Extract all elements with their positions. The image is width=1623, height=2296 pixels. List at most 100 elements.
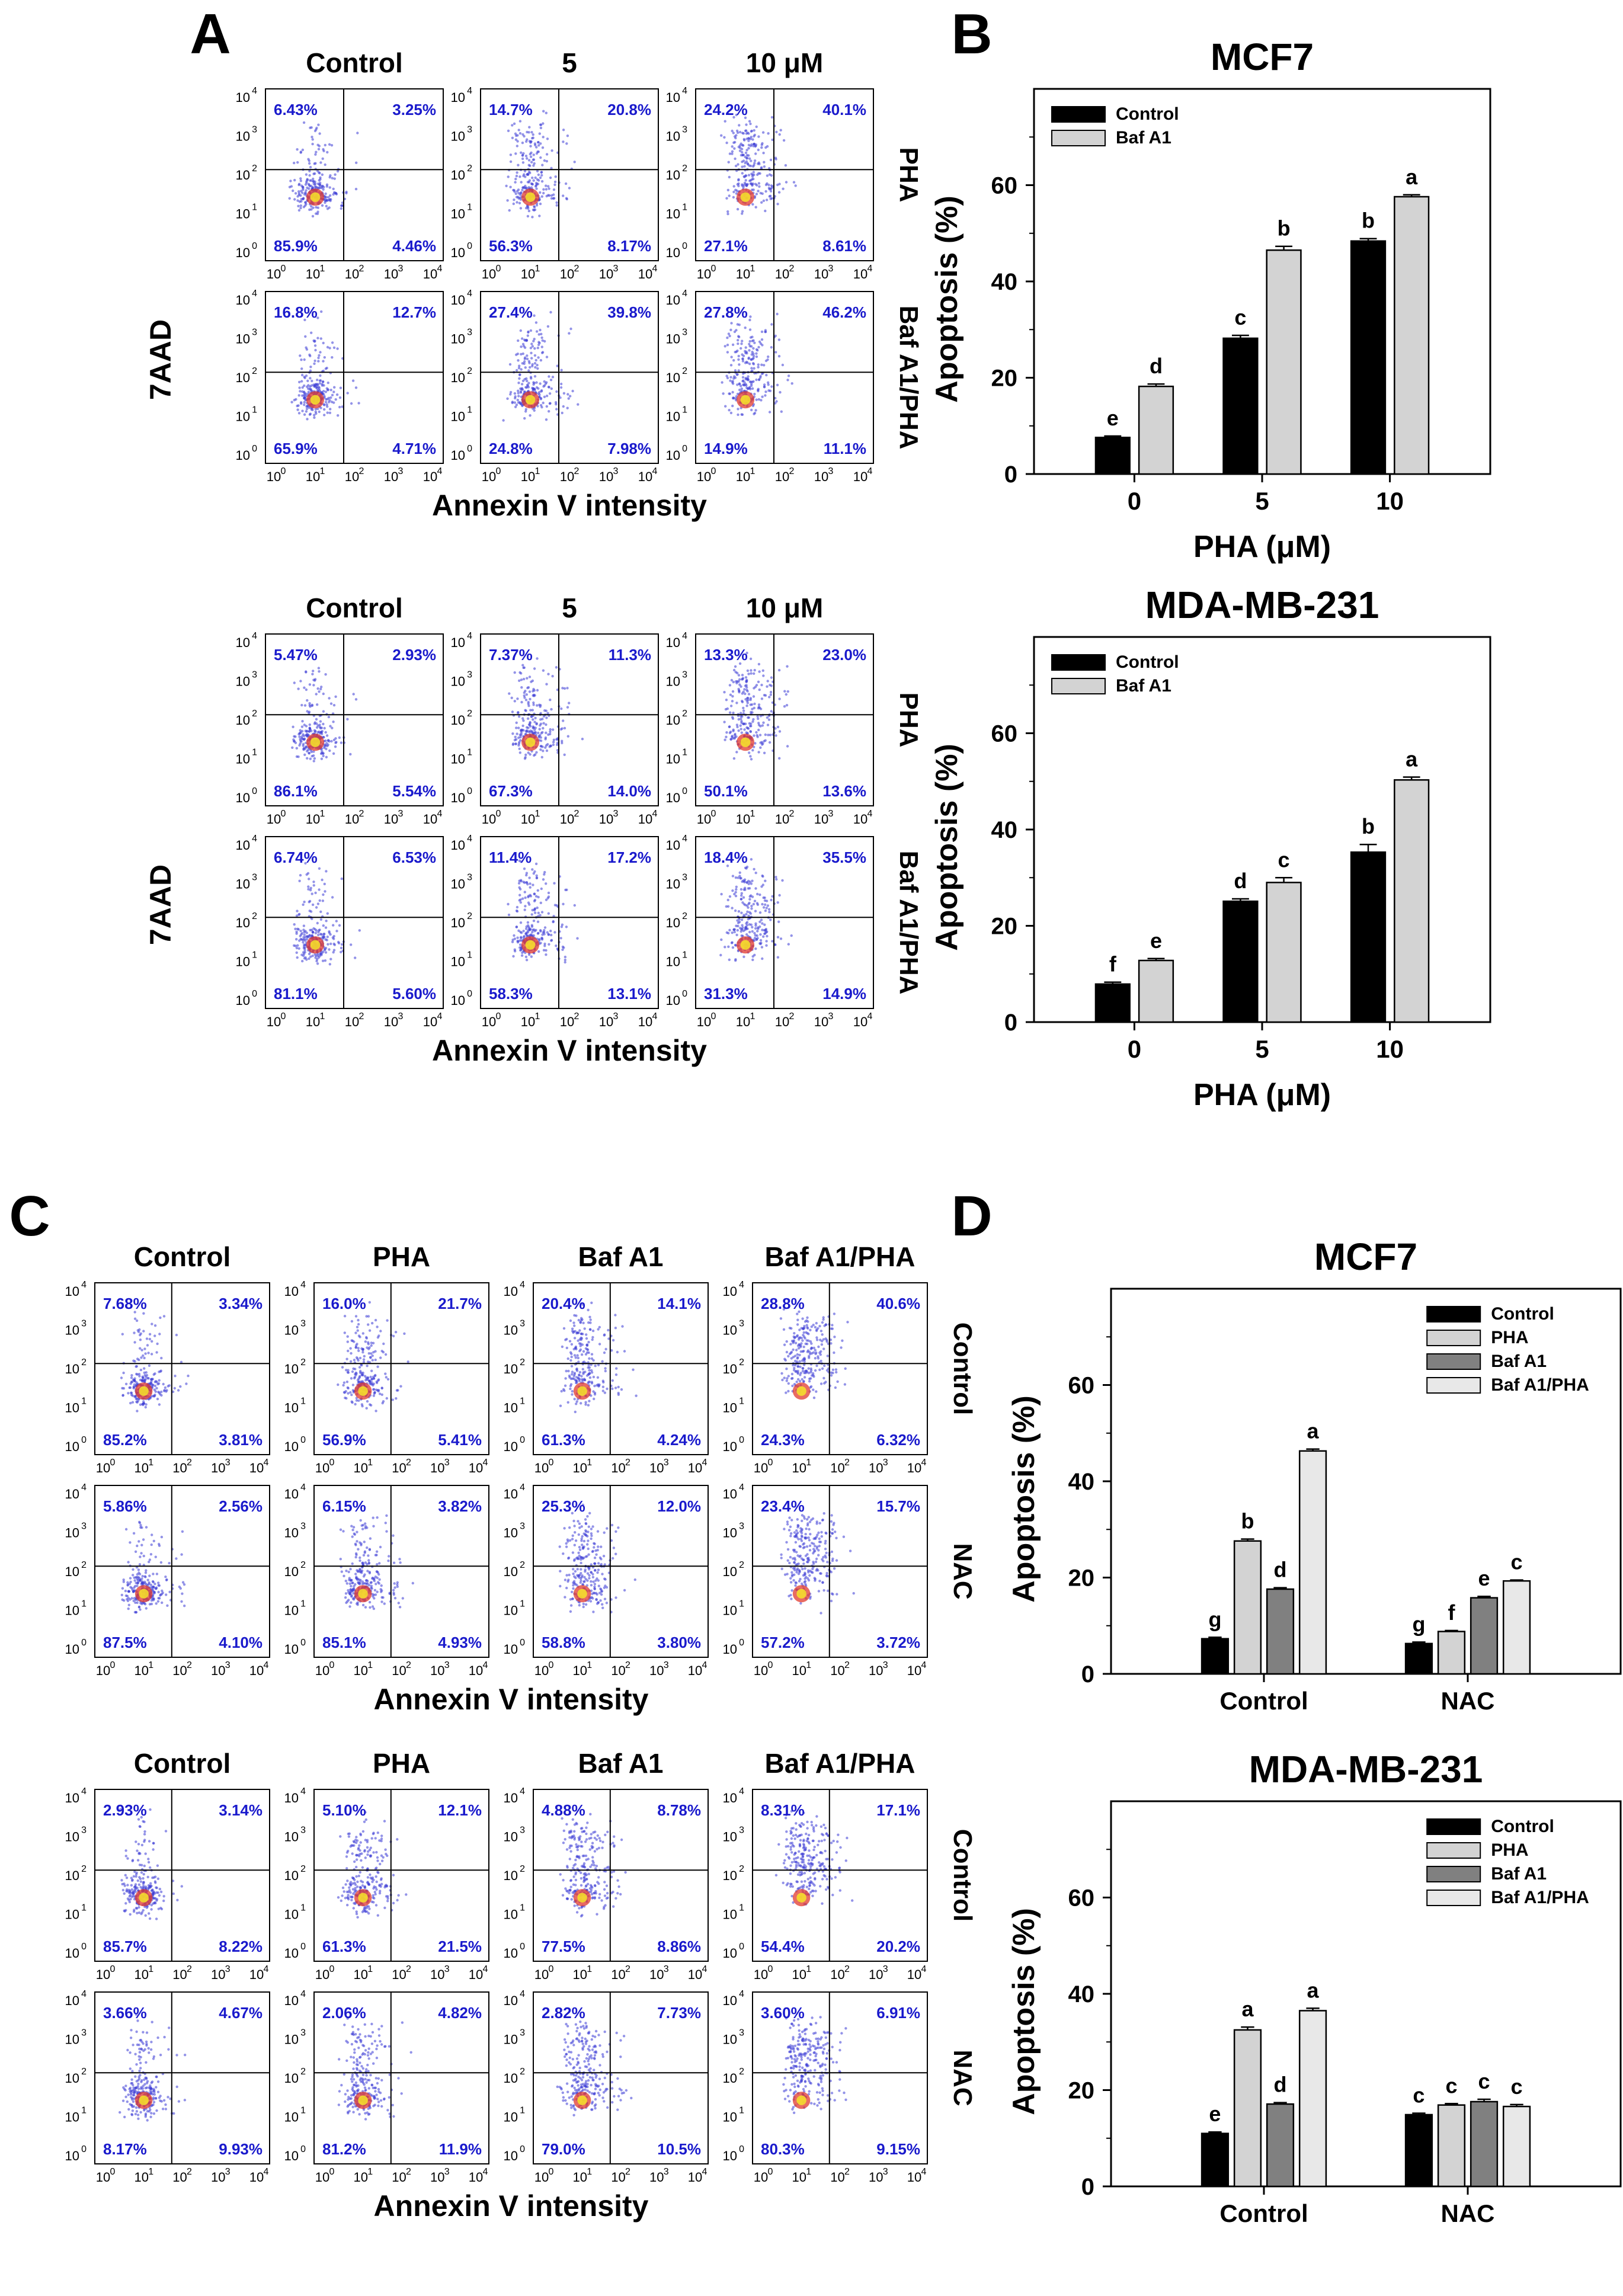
scatter-dot bbox=[737, 921, 740, 924]
scatter-dot bbox=[356, 1329, 359, 1332]
scatter-dot bbox=[750, 669, 753, 672]
panel-label-c: C bbox=[9, 1184, 50, 1248]
scatter-dot bbox=[527, 181, 531, 184]
scatter-dot bbox=[296, 148, 299, 151]
scatter-dot bbox=[308, 174, 311, 177]
y-tick-label: 10 bbox=[284, 1323, 299, 1338]
scatter-dot bbox=[782, 1308, 786, 1311]
scatter-dot bbox=[514, 181, 517, 184]
scatter-dot bbox=[748, 349, 751, 352]
scatter-dot bbox=[322, 360, 325, 363]
y-tick-label: 10 bbox=[504, 1439, 518, 1454]
x-tick-exponent: 1 bbox=[750, 264, 756, 274]
y-tick-exponent: 3 bbox=[252, 125, 257, 135]
scatter-dot bbox=[318, 723, 321, 726]
scatter-dot bbox=[731, 690, 735, 693]
scatter-dot bbox=[528, 690, 532, 693]
scatter-dot bbox=[136, 1573, 139, 1576]
scatter-dot bbox=[297, 733, 300, 736]
quadrant-upper-right: 46.2% bbox=[822, 303, 866, 321]
scatter-dot bbox=[145, 1583, 148, 1586]
scatter-dot bbox=[309, 728, 312, 731]
scatter-dot bbox=[519, 921, 523, 924]
scatter-dot bbox=[321, 878, 324, 882]
scatter-dot bbox=[539, 718, 542, 721]
scatter-dot bbox=[299, 204, 302, 207]
y-tick-exponent: 4 bbox=[252, 631, 257, 641]
scatter-dot bbox=[610, 1349, 613, 1352]
scatter-dot bbox=[744, 722, 747, 725]
scatter-dot bbox=[614, 1373, 618, 1376]
scatter-dot bbox=[346, 1386, 349, 1389]
scatter-dot bbox=[755, 731, 758, 734]
scatter-dot bbox=[724, 405, 727, 408]
scatter-dot bbox=[770, 184, 773, 187]
density-peak bbox=[358, 1386, 368, 1396]
scatter-dot bbox=[370, 1369, 373, 1372]
x-tick-label: 10 bbox=[384, 812, 398, 827]
scatter-dot bbox=[748, 362, 751, 366]
scatter-dot bbox=[537, 895, 540, 899]
scatter-dot bbox=[318, 670, 321, 673]
scatter-dot bbox=[308, 169, 311, 172]
y-tick-label: 10 bbox=[451, 207, 465, 222]
x-axis-label: Annexin V intensity bbox=[432, 489, 707, 522]
scatter-dot bbox=[812, 1396, 816, 1400]
scatter-dot bbox=[295, 930, 298, 933]
scatter-dot bbox=[345, 1369, 348, 1372]
scatter-dot bbox=[562, 902, 565, 906]
scatter-dot bbox=[158, 1597, 161, 1600]
scatter-dot bbox=[737, 184, 740, 187]
scatter-dot bbox=[515, 196, 518, 198]
scatter-dot bbox=[318, 730, 321, 734]
x-tick-label: 10 bbox=[423, 812, 437, 827]
scatter-dot bbox=[808, 1380, 811, 1383]
scatter-dot bbox=[312, 750, 315, 753]
scatter-dot bbox=[733, 737, 736, 740]
scatter-dot bbox=[166, 1604, 169, 1607]
scatter-dot bbox=[332, 704, 336, 707]
scatter-dot bbox=[815, 1328, 818, 1331]
scatter-dot bbox=[526, 717, 530, 720]
scatter-dot bbox=[540, 345, 543, 348]
y-tick-label: 10 bbox=[666, 993, 680, 1008]
scatter-dot bbox=[527, 209, 531, 213]
x-tick-label: 10 bbox=[172, 1461, 187, 1475]
scatter-dot bbox=[137, 1568, 140, 1571]
y-tick-label: 10 bbox=[666, 713, 680, 728]
scatter-dot bbox=[744, 151, 748, 155]
scatter-dot bbox=[785, 1368, 788, 1370]
scatter-dot bbox=[384, 1353, 388, 1356]
scatter-dot bbox=[745, 726, 748, 729]
scatter-dot bbox=[720, 938, 723, 942]
scatter-dot bbox=[738, 678, 741, 681]
scatter-dot bbox=[746, 910, 749, 914]
scatter-dot bbox=[395, 1389, 399, 1392]
scatter-dot bbox=[757, 751, 760, 754]
y-tick-label: 10 bbox=[65, 1642, 79, 1657]
y-tick-label: 10 bbox=[723, 1362, 737, 1376]
x-tick-exponent: 3 bbox=[828, 264, 834, 274]
scatter-dot bbox=[525, 873, 528, 877]
scatter-dot bbox=[749, 145, 753, 148]
scatter-dot bbox=[359, 1369, 362, 1373]
scatter-dot bbox=[843, 1383, 847, 1386]
scatter-dot bbox=[520, 353, 523, 356]
scatter-dot bbox=[794, 184, 797, 187]
scatter-dot bbox=[543, 931, 546, 934]
scatter-dot bbox=[803, 1376, 806, 1379]
scatter-dot bbox=[581, 1333, 584, 1336]
scatter-dot bbox=[737, 163, 740, 166]
scatter-dot bbox=[573, 161, 576, 164]
scatter-dot bbox=[521, 157, 524, 161]
x-tick-label: 10 bbox=[907, 1461, 921, 1475]
scatter-dot bbox=[790, 1357, 793, 1360]
scatter-dot bbox=[318, 888, 321, 891]
scatter-dot bbox=[136, 1410, 139, 1413]
scatter-dot bbox=[136, 1357, 139, 1360]
scatter-dot bbox=[740, 385, 742, 388]
y-tick-label: 10 bbox=[236, 370, 250, 385]
scatter-dot bbox=[749, 182, 753, 185]
scatter-dot bbox=[507, 129, 510, 132]
scatter-dot bbox=[302, 924, 306, 927]
